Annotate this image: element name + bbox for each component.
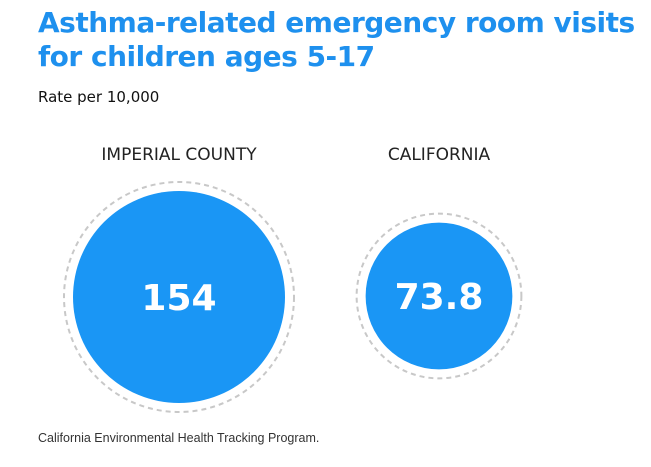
category-label-california: CALIFORNIA — [388, 145, 491, 165]
bubble-ring-imperial-county — [63, 181, 295, 413]
value-label-california: 73.8 — [395, 277, 484, 318]
bubble-ring-california — [355, 212, 523, 380]
chart-subtitle: Rate per 10,000 — [38, 88, 160, 106]
bubble-california — [365, 222, 513, 370]
bubbles-group: 154 IMPERIAL COUNTY 73.8 CALIFORNIA — [63, 145, 523, 413]
value-label-imperial-county: 154 — [141, 278, 216, 319]
chart-title: Asthma-related emergency room visits for… — [38, 6, 635, 73]
bubble-imperial-county — [73, 191, 285, 403]
source-note: California Environmental Health Tracking… — [38, 431, 320, 445]
category-label-imperial-county: IMPERIAL COUNTY — [101, 145, 257, 165]
